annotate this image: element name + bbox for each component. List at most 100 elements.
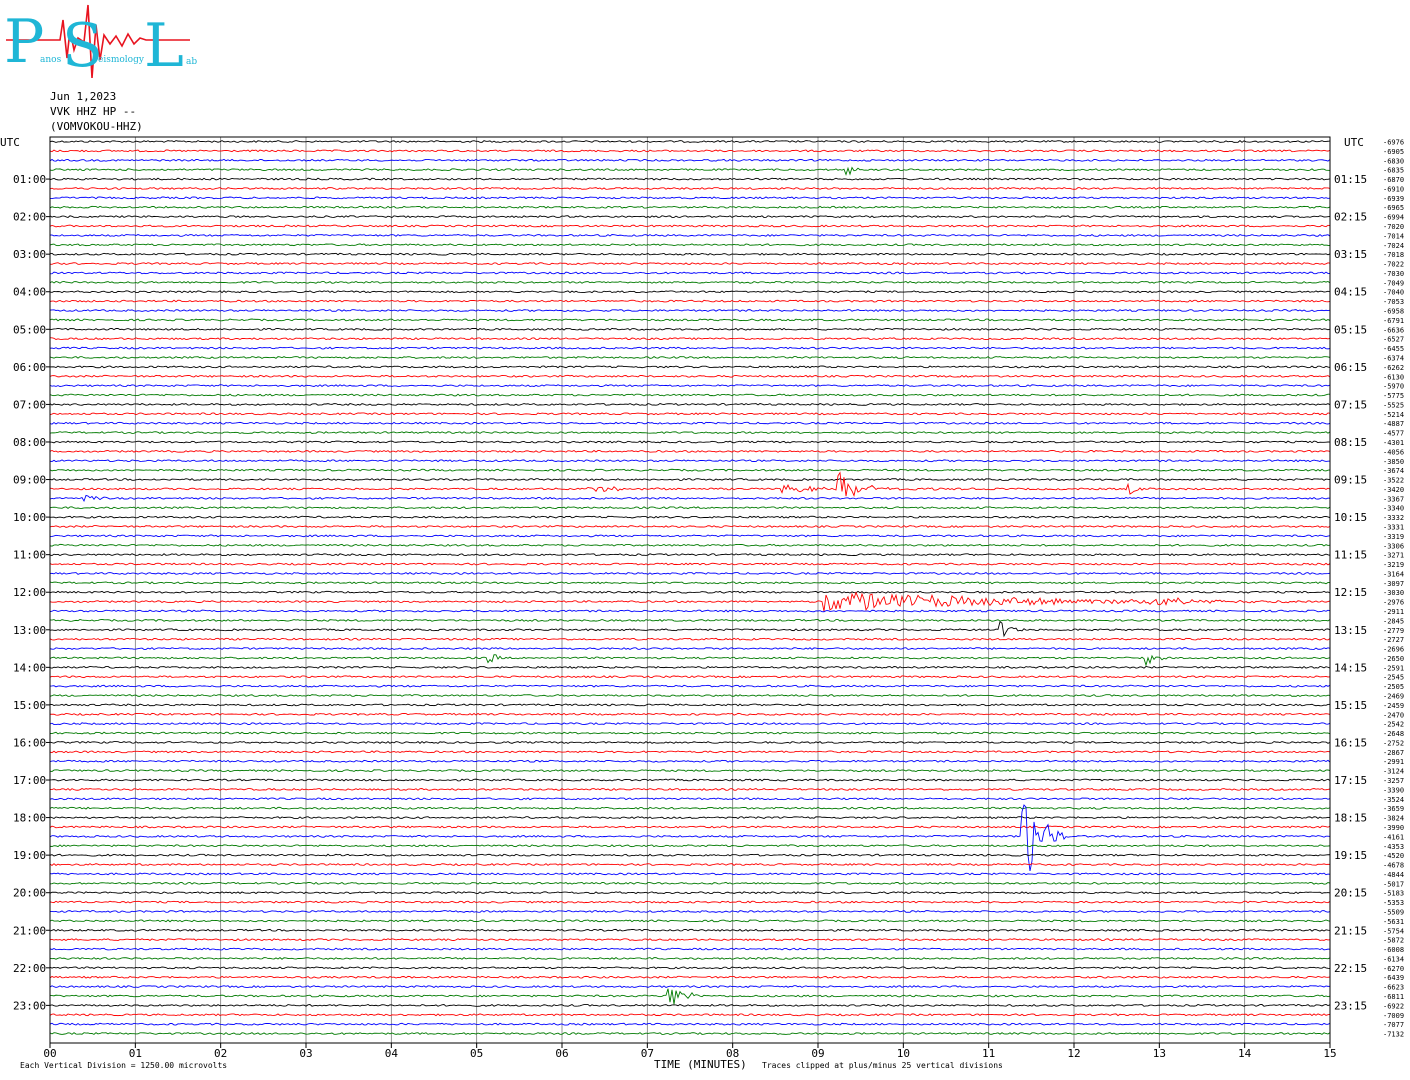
x-tick-label: 04	[385, 1047, 399, 1060]
logo-word-ab: ab	[186, 57, 197, 67]
trace-offset-label: -2459	[1383, 702, 1404, 710]
x-tick-label: 06	[555, 1047, 568, 1060]
trace-offset-label: -2470	[1383, 711, 1404, 719]
seismic-trace-3	[49, 166, 1331, 176]
seismic-trace-48	[49, 590, 1331, 594]
trace-offset-label: -3674	[1383, 467, 1404, 475]
seismic-trace-6	[49, 196, 1331, 200]
seismic-trace-42	[49, 534, 1331, 538]
seismic-trace-10	[49, 233, 1331, 237]
seismic-trace-80	[49, 891, 1331, 895]
seismic-trace-82	[50, 910, 1331, 913]
trace-offset-label: -4056	[1383, 448, 1404, 456]
trace-offset-label: -6905	[1383, 148, 1404, 156]
x-tick-label: 09	[811, 1047, 824, 1060]
seismic-trace-61	[49, 712, 1331, 716]
trace-offset-label: -3124	[1383, 768, 1404, 776]
trace-offset-label: -2591	[1383, 664, 1404, 672]
trace-offset-label: -3420	[1383, 486, 1404, 494]
trace-offset-label: -7049	[1383, 279, 1404, 287]
x-tick-label: 07	[641, 1047, 654, 1060]
logo-letter-l: L	[144, 11, 184, 81]
left-hour-label: 14:00	[13, 661, 46, 674]
x-tick-label: 03	[299, 1047, 312, 1060]
trace-offset-label: -6455	[1383, 345, 1404, 353]
date-label: Jun 1,2023	[50, 90, 117, 103]
seismic-trace-26	[49, 384, 1331, 388]
trace-offset-label: -6870	[1383, 176, 1404, 184]
trace-offset-label: -5214	[1383, 411, 1404, 419]
trace-offset-label: -3524	[1383, 796, 1404, 804]
trace-offset-label: -2779	[1383, 627, 1404, 635]
trace-offset-label: -6130	[1383, 373, 1404, 381]
seismic-trace-2	[49, 158, 1331, 162]
trace-offset-label: -7014	[1383, 232, 1404, 240]
trace-offset-label: -3332	[1383, 514, 1404, 522]
seismic-trace-14	[49, 271, 1331, 275]
trace-offset-label: -6994	[1383, 214, 1404, 222]
trace-offset-label: -2542	[1383, 721, 1404, 729]
seismic-trace-0	[49, 140, 1331, 143]
trace-offset-label: -3367	[1383, 495, 1404, 503]
seismic-trace-78	[49, 872, 1331, 876]
right-hour-label: 21:15	[1334, 924, 1367, 937]
right-hour-label: 07:15	[1334, 398, 1367, 411]
trace-offset-label: -7053	[1383, 298, 1404, 306]
trace-offset-label: -2648	[1383, 730, 1404, 738]
seismic-trace-91	[49, 988, 1331, 1005]
trace-offset-label: -5872	[1383, 937, 1404, 945]
seismic-trace-4	[49, 177, 1331, 181]
seismic-trace-55	[49, 654, 1331, 667]
seismic-trace-71	[49, 806, 1331, 810]
seismic-trace-77	[49, 863, 1331, 866]
trace-offset-label: -6958	[1383, 308, 1404, 316]
left-hour-label: 01:00	[13, 173, 46, 186]
seismic-trace-59	[49, 694, 1331, 697]
psl-logo: P S L anos eismology ab	[4, 4, 197, 81]
right-hour-label: 01:15	[1334, 173, 1367, 186]
trace-offset-label: -5525	[1383, 401, 1404, 409]
trace-offset-label: -5509	[1383, 908, 1404, 916]
trace-offset-label: -6636	[1383, 326, 1404, 334]
left-hour-label: 17:00	[13, 774, 46, 787]
trace-offset-label: -6374	[1383, 354, 1404, 362]
seismic-trace-73	[49, 825, 1331, 829]
trace-offset-label: -4353	[1383, 843, 1404, 851]
trace-offset-label: -7030	[1383, 270, 1404, 278]
seismic-trace-75	[49, 844, 1331, 848]
seismic-trace-30	[49, 421, 1331, 425]
seismic-trace-15	[49, 280, 1331, 284]
trace-offset-label: -5353	[1383, 899, 1404, 907]
x-tick-label: 12	[1067, 1047, 1080, 1060]
seismic-trace-32	[49, 440, 1331, 444]
trace-offset-label: -6922	[1383, 1002, 1404, 1010]
trace-offset-label: -2545	[1383, 674, 1404, 682]
right-hour-label: 09:15	[1334, 474, 1367, 487]
seismic-trace-83	[49, 919, 1331, 923]
left-hour-label: 03:00	[13, 248, 46, 261]
seismic-trace-28	[49, 402, 1331, 406]
seismic-trace-1	[49, 149, 1331, 153]
trace-offset-label: -2911	[1383, 608, 1404, 616]
trace-offset-label: -6439	[1383, 974, 1404, 982]
seismic-trace-40	[49, 515, 1331, 519]
seismic-trace-92	[49, 1003, 1331, 1007]
seismic-trace-70	[49, 797, 1331, 801]
left-hour-label: 20:00	[13, 887, 46, 900]
seismic-trace-24	[49, 365, 1331, 369]
station-label: VVK HHZ HP --	[50, 105, 137, 118]
left-hour-label: 23:00	[13, 999, 46, 1012]
left-axis-title: UTC	[0, 136, 20, 149]
trace-offset-label: -3097	[1383, 580, 1404, 588]
trace-offset-label: -2727	[1383, 636, 1404, 644]
left-hour-label: 16:00	[13, 736, 46, 749]
seismic-trace-43	[49, 543, 1331, 547]
seismic-trace-57	[49, 675, 1331, 679]
left-hour-label: 08:00	[13, 436, 46, 449]
right-hour-label: 15:15	[1334, 699, 1367, 712]
trace-offset-label: -4678	[1383, 862, 1404, 870]
right-hour-label: 17:15	[1334, 774, 1367, 787]
trace-offset-label: -3340	[1383, 505, 1404, 513]
left-hour-label: 04:00	[13, 286, 46, 299]
trace-offset-label: -2696	[1383, 646, 1404, 654]
